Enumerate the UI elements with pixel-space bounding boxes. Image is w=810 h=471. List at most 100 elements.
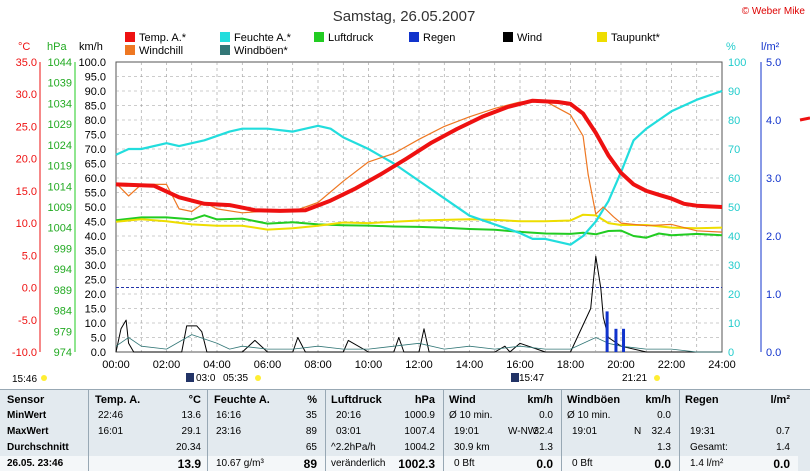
wind-axis-tick: 35.0 bbox=[85, 246, 106, 258]
left-axes: 35.0 30.0 25.0 20.0 15.0 10.0 5.0 0.0 -5.0 -10.0 1… bbox=[12, 57, 106, 359]
sensor-row-current: 26.05. 23:46 bbox=[7, 458, 64, 469]
humidity-axis-tick: 20 bbox=[728, 289, 740, 301]
press-unit: hPa bbox=[414, 394, 435, 406]
wind-axis-tick: 90.0 bbox=[85, 86, 106, 98]
wind-avg10-value: 0.0 bbox=[539, 410, 553, 421]
gust-unit: km/h bbox=[645, 394, 671, 406]
x-tick-label: 16:00 bbox=[506, 359, 534, 371]
wind-axis-tick: 20.0 bbox=[85, 289, 106, 301]
humidity-axis-tick: 80 bbox=[728, 115, 740, 127]
rain-max-value: 0.7 bbox=[776, 426, 790, 437]
wind-axis-tick: 80.0 bbox=[85, 115, 106, 127]
rain-total-label: Gesamt: bbox=[690, 442, 728, 453]
rain-total-value: 1.4 bbox=[776, 442, 790, 453]
hum-min-value: 35 bbox=[305, 410, 317, 421]
gust-avg10-label: Ø 10 min. bbox=[567, 410, 611, 421]
wind-axis-tick: 40.0 bbox=[85, 231, 106, 243]
temp-max-value: 29.1 bbox=[181, 426, 201, 437]
temp-axis-tick: 0.0 bbox=[22, 283, 37, 295]
pressure-axis-tick: 1029 bbox=[48, 119, 72, 131]
moon-marker-2 bbox=[511, 373, 519, 382]
press-min-value: 1000.9 bbox=[404, 410, 435, 421]
pressure-column: Luftdruck hPa 20:16 1000.9 03:01 1007.4 ^2.… bbox=[326, 390, 443, 471]
rain-axis-tick: 5.0 bbox=[766, 57, 781, 69]
legend-label-windchill: Windchill bbox=[139, 45, 183, 57]
cropped-panel-edge bbox=[800, 48, 810, 368]
hum-abs-value: 10.67 g/m³ bbox=[216, 458, 264, 469]
x-tick-label: 14:00 bbox=[456, 359, 484, 371]
temp-min-time: 22:46 bbox=[98, 410, 124, 421]
x-tick-label: 06:00 bbox=[254, 359, 282, 371]
rain-unit: l/m² bbox=[770, 394, 790, 406]
humidity-axis-tick: 10 bbox=[728, 318, 740, 330]
pressure-axis-tick: 999 bbox=[54, 243, 72, 255]
x-tick-label: 08:00 bbox=[304, 359, 332, 371]
gust-header: Windböen bbox=[567, 394, 621, 406]
temp-axis-tick: 20.0 bbox=[16, 154, 37, 166]
sunset-marker bbox=[654, 375, 660, 381]
cropped-panel-line bbox=[799, 116, 810, 122]
sensor-column: Sensor MinWert MaxWert Durchschnitt 26.0… bbox=[0, 390, 88, 471]
gust-avg-value: 1.3 bbox=[657, 442, 671, 453]
legend-label-humidity: Feuchte A.* bbox=[234, 32, 292, 44]
series-windchill bbox=[115, 100, 723, 233]
pressure-axis-tick: 989 bbox=[54, 285, 72, 297]
pressure-axis-tick: 1039 bbox=[48, 78, 72, 90]
temp-axis-tick: 15.0 bbox=[16, 186, 37, 198]
rain-axis-tick: 0.0 bbox=[766, 347, 781, 359]
pressure-axis-unit: hPa bbox=[47, 41, 67, 53]
humidity-axis-tick: 40 bbox=[728, 231, 740, 243]
press-min-time: 20:16 bbox=[336, 410, 362, 421]
pressure-axis-tick: 984 bbox=[54, 306, 72, 318]
press-max-value: 1007.4 bbox=[404, 426, 435, 437]
rain-bar bbox=[605, 311, 609, 352]
sensor-row-max: MaxWert bbox=[7, 426, 49, 437]
x-tick-label: 12:00 bbox=[405, 359, 433, 371]
wind-column: Wind km/h Ø 10 min. 0.0 19:01 W-NW 32.4 30.9… bbox=[444, 390, 561, 471]
gust-max-value: 32.4 bbox=[651, 426, 671, 437]
wind-axis-tick: 65.0 bbox=[85, 159, 106, 171]
humidity-axis-tick: 0 bbox=[728, 347, 734, 359]
rain-axis-tick: 1.0 bbox=[766, 289, 781, 301]
pressure-axis-tick: 1044 bbox=[48, 57, 72, 69]
humidity-axis-unit: % bbox=[726, 41, 736, 53]
rain-axis-unit: l/m² bbox=[761, 41, 780, 53]
x-tick-label: 00:00 bbox=[102, 359, 130, 371]
wind-bft: 0 Bft bbox=[454, 458, 475, 469]
temp-column: Temp. A. °C 22:46 13.6 16:01 29.1 20.34 13.… bbox=[89, 390, 207, 471]
wind-max-time: 19:01 bbox=[454, 426, 480, 437]
moon-time-1: 03:0 bbox=[196, 373, 216, 384]
legend-label-gusts: Windböen* bbox=[234, 45, 289, 57]
left-time-label: 15:46 bbox=[12, 374, 37, 385]
legend-item-temp: Temp. A.* bbox=[125, 32, 187, 44]
wind-axis-tick: 15.0 bbox=[85, 304, 106, 316]
x-tick-label: 18:00 bbox=[557, 359, 585, 371]
wind-axis-tick: 5.0 bbox=[91, 333, 106, 345]
legend-item-windchill: Windchill bbox=[125, 45, 183, 57]
rain-column: Regen l/m² 19:31 0.7 Gesamt: 1.4 1.4 l/m² 0.… bbox=[680, 390, 798, 471]
x-tick-label: 20:00 bbox=[607, 359, 635, 371]
temp-max-time: 16:01 bbox=[98, 426, 124, 437]
temp-axis-tick: 25.0 bbox=[16, 121, 37, 133]
rain-bar bbox=[622, 328, 626, 352]
wind-axis-unit: km/h bbox=[79, 41, 103, 53]
humidity-axis-tick: 100 bbox=[728, 57, 746, 69]
chart-title: Samstag, 26.05.2007 bbox=[333, 8, 476, 25]
temp-axis-tick: 10.0 bbox=[16, 218, 37, 230]
moon-time-2: 15:47 bbox=[519, 373, 544, 384]
rain-today: 1.4 l/m² bbox=[690, 458, 724, 469]
series-temp-a bbox=[115, 98, 723, 213]
pressure-axis-tick: 1034 bbox=[48, 98, 72, 110]
humidity-axis-tick: 90 bbox=[728, 86, 740, 98]
x-axis: 00:00 02:00 04:00 06:00 08:00 10:00 12:00 14:00… bbox=[102, 359, 736, 371]
temp-axis-tick: -5.0 bbox=[18, 315, 37, 327]
press-forecast: veränderlich bbox=[331, 458, 386, 469]
legend-label-pressure: Luftdruck bbox=[328, 32, 374, 44]
legend-label-dewpoint: Taupunkt* bbox=[611, 32, 661, 44]
series-wind bbox=[115, 255, 722, 353]
wind-unit: km/h bbox=[527, 394, 553, 406]
hum-current-value: 89 bbox=[303, 457, 317, 471]
gust-max-time: 19:01 bbox=[572, 426, 598, 437]
gust-max-dir: N bbox=[634, 426, 642, 437]
